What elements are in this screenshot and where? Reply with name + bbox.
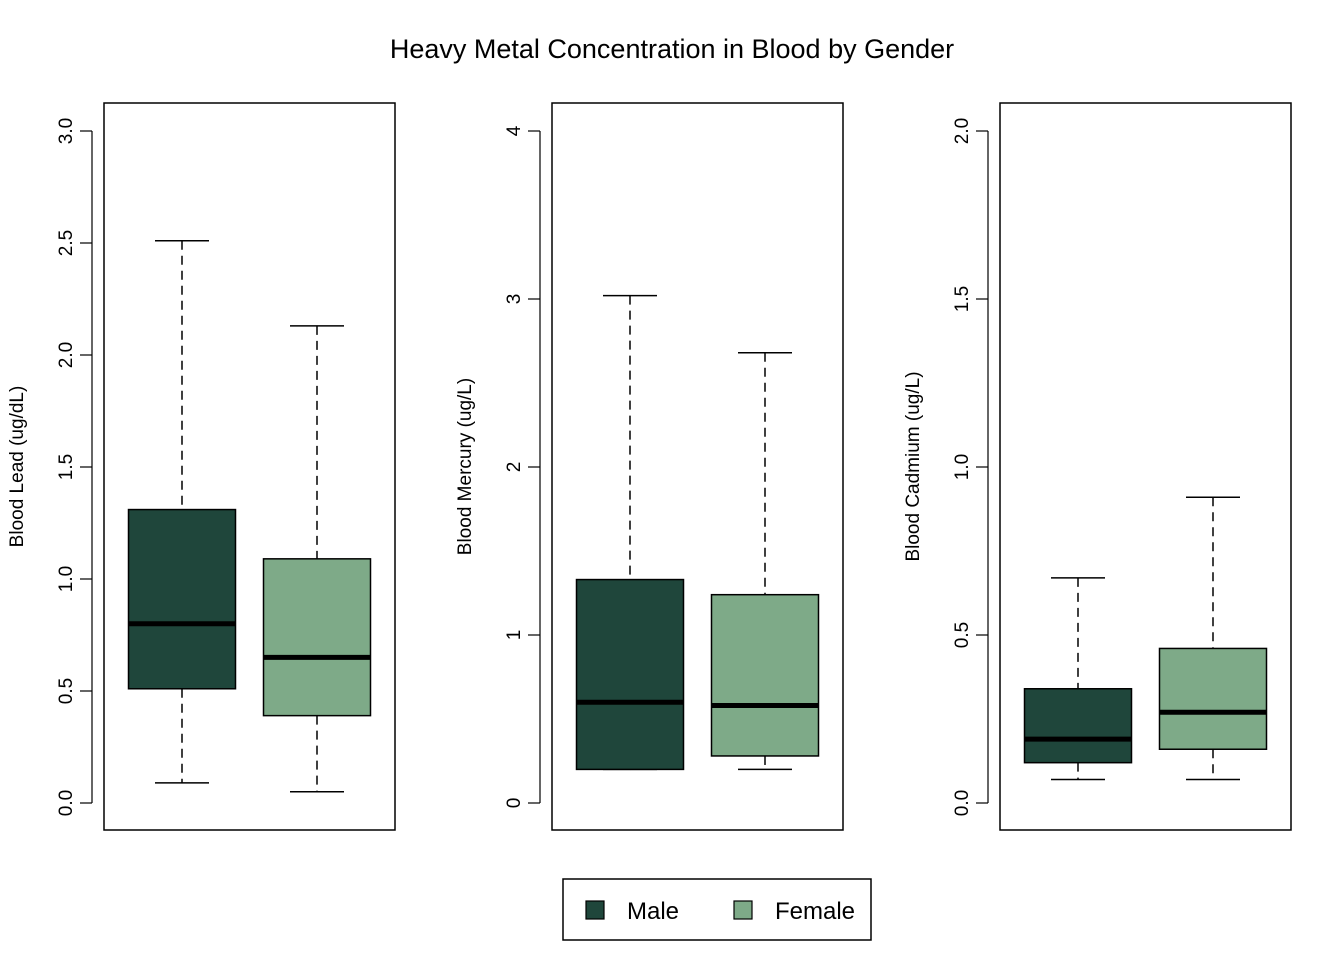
iqr-box <box>262 558 372 717</box>
iqr-box <box>710 593 820 757</box>
plot-frame <box>999 102 1292 831</box>
y-tick-label: 2.0 <box>56 342 77 368</box>
y-tick-label: 3 <box>504 294 525 305</box>
plot-frame <box>103 102 396 831</box>
y-tick-label: 3.0 <box>56 118 77 144</box>
box-male <box>1023 577 1133 781</box>
y-tick-label: 2.5 <box>56 230 77 256</box>
y-tick-label: 0.0 <box>952 790 973 816</box>
box-male <box>127 240 237 784</box>
y-tick-label: 0 <box>504 798 525 809</box>
legend-label: Male <box>627 898 679 925</box>
chart-title: Heavy Metal Concentration in Blood by Ge… <box>390 34 954 64</box>
y-tick-label: 1 <box>504 630 525 641</box>
box-female <box>1158 496 1268 781</box>
legend-item-female: Female <box>733 898 855 925</box>
box-female <box>262 325 372 793</box>
y-axis-label: Blood Mercury (ug/L) <box>455 378 476 555</box>
legend-item-male: Male <box>585 898 679 925</box>
iqr-box <box>1158 647 1268 750</box>
y-tick-label: 1.5 <box>952 286 973 312</box>
legend: Male Female <box>562 878 872 941</box>
iqr-box <box>127 508 237 690</box>
iqr-box <box>575 578 685 771</box>
y-axis-label: Blood Lead (ug/dL) <box>7 386 28 548</box>
y-tick-label: 1.0 <box>56 566 77 592</box>
y-tick-label: 1.5 <box>56 454 77 480</box>
y-tick-label: 0.5 <box>952 622 973 648</box>
y-tick-label: 2.0 <box>952 118 973 144</box>
plot-frame <box>551 102 844 831</box>
legend-swatch <box>585 900 605 920</box>
y-tick-label: 2 <box>504 462 525 473</box>
box-male <box>575 294 685 771</box>
y-tick-label: 1.0 <box>952 454 973 480</box>
iqr-box <box>1023 688 1133 764</box>
y-tick-label: 4 <box>504 125 525 136</box>
y-tick-label: 0.5 <box>56 678 77 704</box>
panel-3: 0.0 0.5 1.0 1.5 2.0 Blood Cadmium (ug/L) <box>903 102 1292 831</box>
panel-1: 0.0 0.5 1.0 1.5 2.0 2.5 3.0 Blood Lead (ug/dL) <box>7 102 396 831</box>
y-axis-label: Blood Cadmium (ug/L) <box>903 371 924 561</box>
y-tick-label: 0.0 <box>56 790 77 816</box>
box-female <box>710 352 820 771</box>
panel-2: 0 1 2 3 4 Blood Mercury (ug/L) <box>455 102 844 831</box>
legend-frame <box>562 878 872 941</box>
legend-label: Female <box>775 898 855 925</box>
legend-swatch <box>733 900 753 920</box>
